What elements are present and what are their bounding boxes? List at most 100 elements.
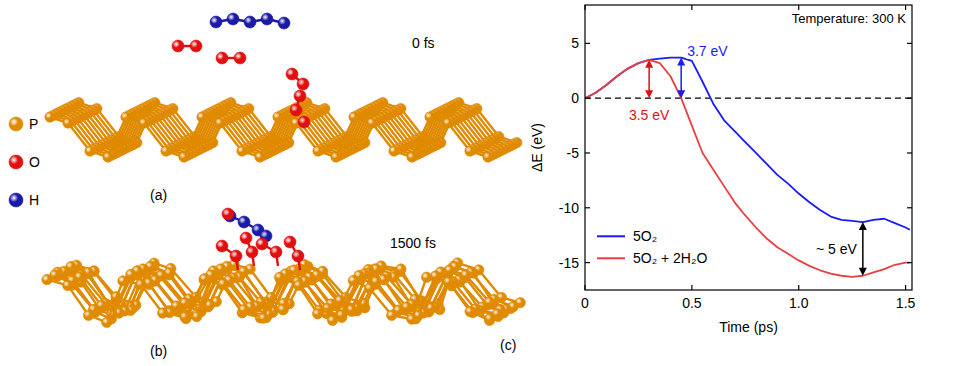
element-key [9, 193, 23, 207]
time-label: 0 fs [412, 35, 435, 51]
annotation-label: 3.7 eV [687, 43, 728, 59]
atom [270, 246, 282, 258]
atom [443, 118, 453, 128]
y-tick-label: -15 [559, 255, 579, 271]
arrow-head [859, 222, 867, 230]
y-tick [585, 98, 590, 99]
atom [240, 232, 252, 244]
atom [364, 283, 374, 293]
atom [215, 118, 225, 128]
corner-text: Temperature: 300 K [792, 11, 907, 26]
panel-label: (b) [150, 343, 167, 359]
atom [118, 276, 128, 286]
bond [333, 281, 354, 321]
y-tick-label: 0 [571, 90, 579, 106]
bond [260, 117, 278, 157]
element-key [9, 117, 23, 131]
atom [216, 52, 228, 64]
atom [237, 146, 247, 156]
atom [63, 280, 73, 290]
atom [292, 250, 304, 262]
atom [312, 309, 322, 319]
atom [102, 317, 112, 327]
plot-area [585, 58, 912, 277]
atom [387, 310, 397, 320]
y-tick-label: -10 [559, 200, 579, 216]
legend-label: 5O₂ [633, 228, 657, 244]
plot-frame [585, 5, 912, 290]
atom [443, 277, 453, 287]
element-label: O [29, 154, 40, 170]
y-axis-title: ΔE (eV) [529, 123, 545, 172]
atom [45, 112, 55, 122]
atom [297, 78, 309, 90]
label-patch [628, 107, 671, 123]
legend-swatch [597, 235, 625, 237]
atom [238, 216, 250, 228]
element-label: H [29, 192, 39, 208]
bond [412, 277, 427, 319]
arrow-head [645, 90, 653, 98]
atom [327, 315, 337, 325]
atom [483, 152, 493, 162]
atom [139, 118, 149, 128]
atom [222, 208, 234, 220]
bond [336, 117, 354, 157]
panel-label: (a) [150, 187, 167, 203]
y-tick [907, 262, 912, 263]
x-tick [798, 285, 799, 290]
atom [421, 272, 431, 282]
atom [234, 52, 246, 64]
annotation-arrow [680, 64, 682, 93]
atom [244, 16, 256, 28]
y-tick [585, 262, 590, 263]
x-tick [584, 285, 585, 290]
atom [313, 146, 323, 156]
atom [485, 313, 495, 323]
atom [278, 17, 290, 29]
atom [157, 308, 167, 318]
atom [192, 311, 202, 321]
x-axis-title: Time (ps) [719, 319, 778, 335]
x-tick [691, 5, 692, 10]
atom [286, 68, 298, 80]
atom [348, 275, 358, 285]
legend-swatch [597, 257, 625, 259]
atom [278, 304, 288, 314]
annotation-label: ~ 5 eV [816, 241, 858, 257]
label-patch [686, 43, 729, 59]
atom [261, 13, 273, 25]
atom [255, 152, 265, 162]
bond [263, 277, 279, 318]
y-tick [907, 98, 912, 99]
legend-label: 5O₂ + 2H₂O [633, 250, 707, 266]
atom [277, 304, 287, 314]
figure: POH(a)0 fs(b)1500 fs00.51.01.5-15-10-505… [0, 0, 966, 366]
atom [298, 116, 310, 128]
atom [349, 112, 359, 122]
atom [284, 236, 296, 248]
atom [294, 280, 304, 290]
atom [425, 112, 435, 122]
arrow-head [677, 58, 685, 66]
atom [218, 279, 228, 289]
y-tick [585, 43, 590, 44]
x-tick [905, 285, 906, 290]
time-label: 1500 fs [390, 235, 436, 251]
reference-line [585, 98, 912, 99]
x-tick [691, 285, 692, 290]
arrow-head [859, 268, 867, 276]
series-line [585, 58, 910, 230]
series-line [585, 60, 910, 277]
y-tick [907, 152, 912, 153]
y-tick [907, 207, 912, 208]
atom [210, 16, 222, 28]
y-tick-label: -5 [567, 145, 580, 161]
atom [216, 240, 228, 252]
atom [103, 152, 113, 162]
structure-a [45, 13, 522, 162]
atom [179, 152, 189, 162]
atom [197, 112, 207, 122]
bond [184, 117, 202, 157]
atom [367, 118, 377, 128]
